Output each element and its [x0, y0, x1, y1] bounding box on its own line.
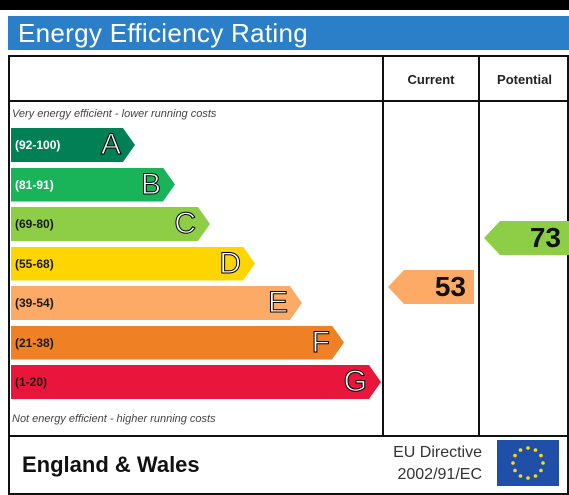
- potential-rating-arrow: 73: [484, 221, 569, 255]
- band-letter-label: C: [174, 207, 196, 240]
- eu-star: [533, 474, 538, 478]
- eu-star: [533, 448, 538, 452]
- band-range-label: (69-80): [15, 217, 54, 231]
- top-black-bar: [0, 0, 569, 10]
- eu-star: [518, 474, 523, 478]
- eu-stars-icon: [511, 446, 545, 480]
- band-letter-label: B: [140, 167, 161, 201]
- directive-line-2: 2002/91/EC: [397, 466, 482, 483]
- band-range-label: (55-68): [15, 256, 54, 271]
- divider-current: [382, 55, 384, 437]
- band-letter-label: D: [219, 246, 241, 280]
- top-note: Very energy efficient - lower running co…: [12, 108, 217, 120]
- band-range-label: (92-100): [15, 138, 61, 152]
- column-header-potential: Potential: [497, 72, 552, 87]
- region-label: England & Wales: [22, 452, 200, 477]
- eu-star: [539, 453, 543, 458]
- eu-star: [539, 468, 543, 473]
- potential-rating-value: 73: [529, 222, 561, 253]
- band-d: (55-68) D: [11, 247, 255, 281]
- band-range-label: (21-38): [15, 335, 54, 350]
- band-letter-label: F: [311, 325, 330, 359]
- band-f: (21-38) F: [11, 326, 344, 360]
- eu-star: [526, 476, 530, 480]
- eu-star: [541, 461, 545, 465]
- band-letter-label: A: [100, 128, 121, 161]
- band-b: (81-91) B: [11, 168, 175, 202]
- eu-flag-icon: [497, 440, 559, 486]
- band-range-label: (39-54): [15, 296, 54, 310]
- current-rating-value: 53: [434, 271, 466, 302]
- eu-star: [526, 446, 530, 450]
- current-rating-arrow: 53: [388, 270, 474, 304]
- chart-title: Energy Efficiency Rating: [8, 16, 569, 50]
- column-header-current: Current: [407, 72, 455, 87]
- band-a: (92-100) A: [11, 128, 135, 162]
- eu-directive-label: EU Directive 2002/91/EC: [340, 442, 482, 486]
- band-range-label: (1-20): [15, 375, 48, 389]
- eu-star: [513, 453, 517, 458]
- band-letter-label: E: [267, 286, 288, 319]
- band-c: (69-80) C: [11, 207, 210, 241]
- band-e: (39-54) E: [11, 286, 302, 320]
- band-g: (1-20) G: [11, 365, 381, 399]
- bottom-note: Not energy efficient - higher running co…: [12, 413, 216, 425]
- band-range-label: (81-91): [15, 177, 54, 192]
- divider-potential: [478, 55, 480, 437]
- directive-line-1: EU Directive: [393, 444, 482, 461]
- eu-star: [511, 461, 515, 465]
- header-divider: [8, 100, 569, 102]
- band-letter-label: G: [343, 365, 367, 398]
- eu-star: [513, 468, 517, 473]
- eu-star: [518, 448, 523, 452]
